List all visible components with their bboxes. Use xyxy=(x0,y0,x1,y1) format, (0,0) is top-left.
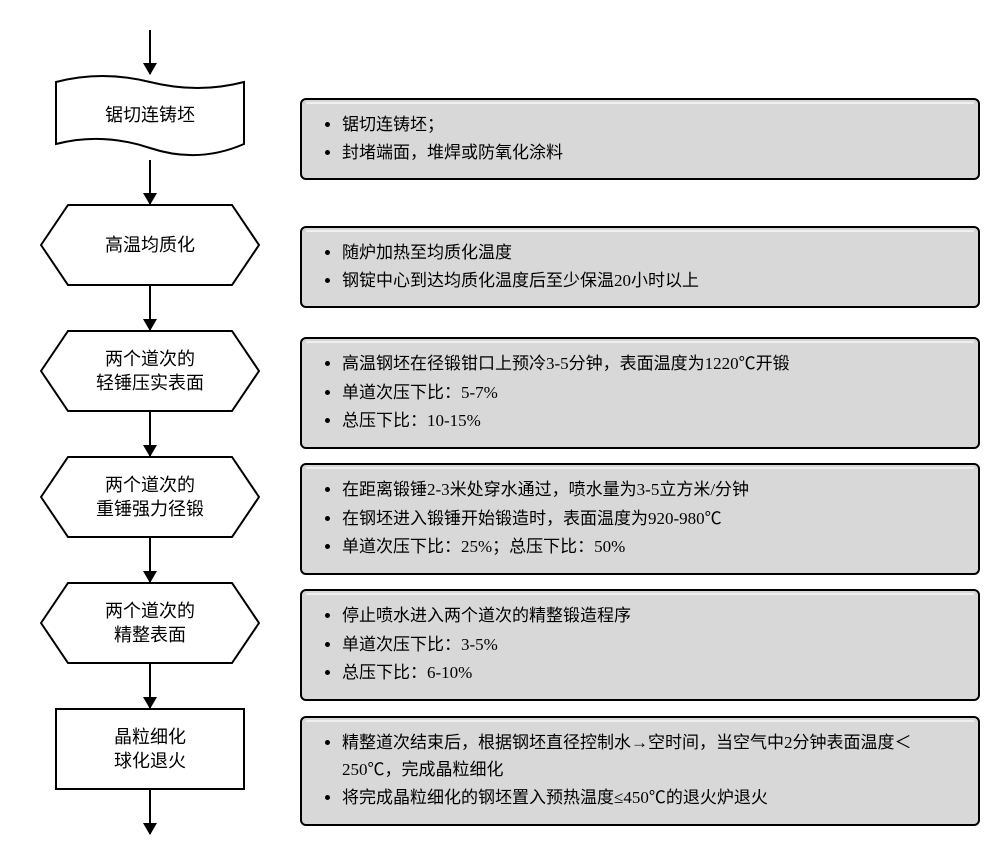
desc-card-step3: 高温钢坯在径锻钳口上预冷3-5分钟，表面温度为1220℃开锻 单道次压下比：5-… xyxy=(300,337,980,448)
node-heavy-hammer: 两个道次的 重锤强力径锻 xyxy=(40,456,260,538)
node-label: 两个道次的 精整表面 xyxy=(40,582,260,664)
bullet: 总压下比：6-10% xyxy=(342,660,962,686)
bullet: 在距离锻锤2-3米处穿水通过，喷水量为3-5立方米/分钟 xyxy=(342,477,962,503)
bullet: 锯切连铸坯； xyxy=(342,112,962,138)
desc-card-step5: 停止喷水进入两个道次的精整锻造程序 单道次压下比：3-5% 总压下比：6-10% xyxy=(300,589,980,700)
node-label: 高温均质化 xyxy=(40,204,260,286)
bullet: 钢锭中心到达均质化温度后至少保温20小时以上 xyxy=(342,268,962,294)
bullet: 停止喷水进入两个道次的精整锻造程序 xyxy=(342,603,962,629)
flow-step: 高温均质化 随炉加热至均质化温度 钢锭中心到达均质化温度后至少保温20小时以上 xyxy=(20,204,980,330)
bullet: 精整道次结束后，根据钢坯直径控制水→空时间，当空气中2分钟表面温度＜250℃，完… xyxy=(342,730,962,783)
bullet: 总压下比：10-15% xyxy=(342,408,962,434)
desc-card-step4: 在距离锻锤2-3米处穿水通过，喷水量为3-5立方米/分钟 在钢坯进入锻锤开始锻造… xyxy=(300,463,980,574)
flow-step: 两个道次的 重锤强力径锻 在距离锻锤2-3米处穿水通过，喷水量为3-5立方米/分… xyxy=(20,456,980,582)
node-label: 锯切连铸坯 xyxy=(55,74,245,160)
bullet: 将完成晶粒细化的钢坯置入预热温度≤450℃的退火炉退火 xyxy=(342,785,962,811)
desc-card-step1: 锯切连铸坯； 封堵端面，堆焊或防氧化涂料 xyxy=(300,98,980,181)
desc-card-step2: 随炉加热至均质化温度 钢锭中心到达均质化温度后至少保温20小时以上 xyxy=(300,226,980,309)
flow-step: 锯切连铸坯 锯切连铸坯； 封堵端面，堆焊或防氧化涂料 xyxy=(20,74,980,204)
bullet: 高温钢坯在径锻钳口上预冷3-5分钟，表面温度为1220℃开锻 xyxy=(342,351,962,377)
bullet: 单道次压下比：3-5% xyxy=(342,632,962,658)
node-light-hammer: 两个道次的 轻锤压实表面 xyxy=(40,330,260,412)
node-label: 两个道次的 重锤强力径锻 xyxy=(40,456,260,538)
node-label: 两个道次的 轻锤压实表面 xyxy=(40,330,260,412)
node-saw-cut: 锯切连铸坯 xyxy=(55,74,245,160)
flow-step: 两个道次的 精整表面 停止喷水进入两个道次的精整锻造程序 单道次压下比：3-5%… xyxy=(20,582,980,708)
bullet: 单道次压下比：5-7% xyxy=(342,380,962,406)
node-finishing: 两个道次的 精整表面 xyxy=(40,582,260,664)
flow-step: 两个道次的 轻锤压实表面 高温钢坯在径锻钳口上预冷3-5分钟，表面温度为1220… xyxy=(20,330,980,456)
bullet: 随炉加热至均质化温度 xyxy=(342,240,962,266)
desc-card-step6: 精整道次结束后，根据钢坯直径控制水→空时间，当空气中2分钟表面温度＜250℃，完… xyxy=(300,716,980,825)
node-grain-refine-anneal: 晶粒细化 球化退火 xyxy=(55,708,245,790)
flow-step: 晶粒细化 球化退火 精整道次结束后，根据钢坯直径控制水→空时间，当空气中2分钟表… xyxy=(20,708,980,834)
bullet: 在钢坯进入锻锤开始锻造时，表面温度为920-980℃ xyxy=(342,506,962,532)
bullet: 封堵端面，堆焊或防氧化涂料 xyxy=(342,140,962,166)
node-homogenize: 高温均质化 xyxy=(40,204,260,286)
bullet: 单道次压下比：25%；总压下比：50% xyxy=(342,534,962,560)
